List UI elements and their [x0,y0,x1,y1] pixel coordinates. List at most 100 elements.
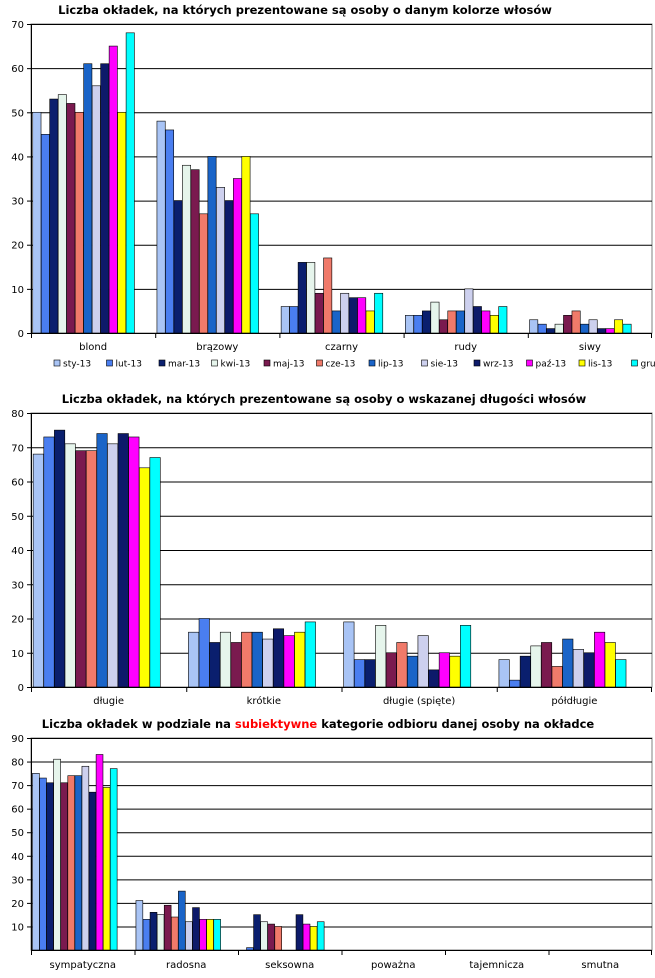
bar [260,921,268,951]
bar [546,328,556,334]
bar [213,919,221,951]
bar [529,319,539,334]
bar [571,310,581,334]
bar [438,319,448,334]
bar [49,98,59,334]
category-label: sympatyczna [50,960,116,971]
bar [251,631,263,688]
legend-label: lut-13 [116,360,142,370]
legend-label: lis-13 [588,360,612,370]
y-tick-label: 60 [11,805,24,816]
legend-swatch [631,359,638,367]
bar [85,450,97,688]
category-label: radosna [166,960,206,971]
bar [185,921,193,951]
bar [357,297,367,334]
bar [135,900,144,951]
legend-swatch [316,359,323,367]
category-label: smutna [581,960,619,971]
bar [438,652,450,688]
legend: sty-13 lut-13 mar-13 kwi-13 maj-13 cze-13 lip-… [53,359,655,370]
bar [348,297,358,334]
y-tick-label: 30 [11,875,24,886]
bar [283,635,295,688]
bar [304,621,316,688]
bar [199,919,207,951]
bar [323,257,333,334]
bar [340,292,350,334]
y-tick-label: 90 [11,734,24,745]
bar [32,453,44,688]
y-tick-label: 70 [11,20,24,31]
bar [314,292,324,334]
legend-label: wrz-13 [483,360,514,370]
bar [364,659,376,688]
bar [206,919,214,951]
bar [149,912,158,951]
bar [163,904,172,951]
legend-swatch [158,359,166,367]
bar [253,914,261,951]
bar [178,890,186,951]
bar [233,178,242,334]
bar [267,923,275,951]
bar [498,306,508,334]
chart-1: Liczba okładek, na których prezentowane … [11,3,655,370]
legend-swatch [526,359,533,367]
bar [182,164,191,334]
bar [199,213,208,334]
bar [117,433,129,688]
bar [365,310,375,334]
legend-label: paź-13 [536,360,567,370]
bar [83,63,93,334]
bar [39,777,47,951]
bar [60,782,68,951]
bar [109,768,118,951]
legend-swatch [106,359,113,367]
legend-swatch [368,359,376,367]
bar [142,919,151,951]
bar [102,787,111,951]
bar [604,642,616,688]
bar [605,328,615,334]
bar [541,642,553,688]
bar [149,457,161,688]
bar [294,631,306,688]
bar [447,310,457,334]
bar [417,635,429,688]
legend-label: sie-13 [431,360,458,370]
bar [100,63,110,334]
legend-swatch [421,359,428,367]
category-label: rudy [454,342,477,353]
bar [81,765,90,951]
bar [537,323,547,334]
bar [615,659,627,688]
chart-title: Liczba okładek, na których prezentowane … [58,3,552,17]
bar [40,134,50,334]
category-label: półdługie [551,695,597,707]
bar [74,111,84,334]
chart-title-part: kategorie odbioru danej osoby na okładce [317,717,594,731]
bar [246,947,254,951]
y-tick-label: 0 [18,329,24,340]
bar [219,631,231,688]
bar [138,467,150,688]
bar [67,775,75,951]
bar [75,450,87,688]
bar [407,655,419,688]
y-tick-label: 80 [11,758,24,769]
chart-title-part: Liczba okładek w podziale na [42,717,235,731]
category-label: krótkie [247,695,281,707]
chart-title: Liczba okładek w podziale na subiektywne… [42,717,595,731]
bar [460,625,472,688]
bar [302,923,311,951]
y-tick-label: 80 [11,409,24,420]
bar [580,323,590,334]
category-label: siwy [579,342,601,353]
category-label: blond [79,342,107,353]
y-tick-label: 60 [11,64,24,75]
bar [472,306,482,334]
legend-label: mar-13 [168,360,200,370]
y-tick-label: 70 [11,443,24,454]
